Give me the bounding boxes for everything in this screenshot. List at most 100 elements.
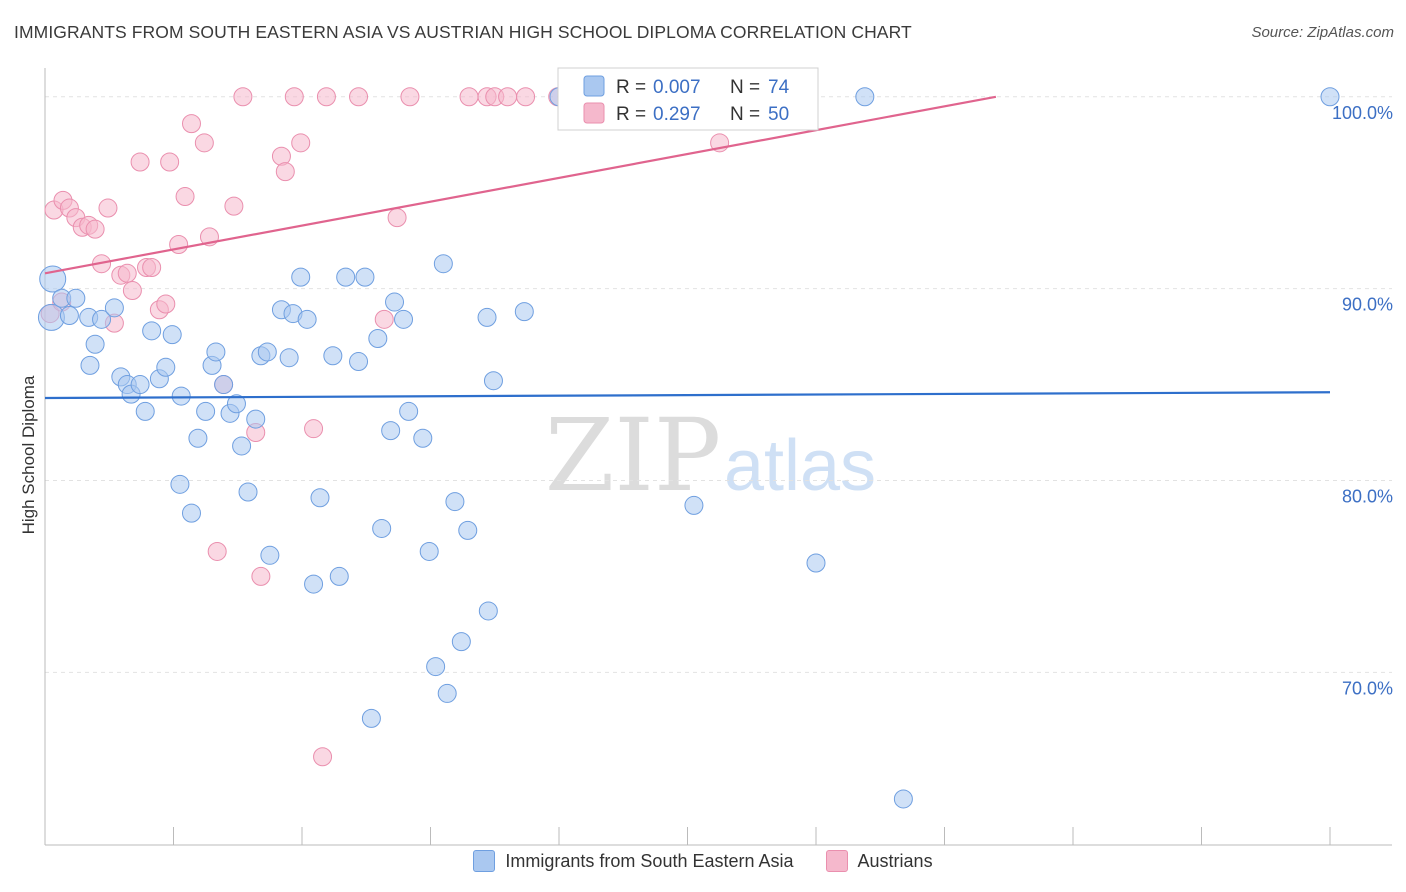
pink-point-39 [349, 87, 369, 107]
pink-point-41 [387, 208, 407, 228]
blue-point-57 [433, 254, 453, 274]
stats-n-value-blue: 74 [768, 77, 790, 98]
pink-point-47 [516, 87, 536, 107]
y-tick-label-0: 100.0% [1332, 103, 1393, 123]
blue-point-4 [66, 288, 86, 308]
pink-point-23 [181, 114, 201, 134]
stats-n-value-pink: 50 [768, 104, 789, 125]
pink-point-43 [459, 87, 479, 107]
blue-point-21 [181, 503, 201, 523]
blue-point-58 [437, 683, 457, 703]
watermark-atlas: atlas [724, 426, 876, 506]
blue-point-55 [419, 541, 439, 561]
pink-point-14 [122, 281, 142, 301]
blue-point-34 [260, 545, 280, 565]
blue-point-61 [458, 520, 478, 540]
blue-point-59 [445, 492, 465, 512]
blue-point-62 [477, 307, 497, 327]
pink-point-24 [194, 133, 214, 153]
legend-swatch-pink [825, 850, 848, 872]
blue-point-60 [451, 632, 471, 652]
pink-point-22 [175, 187, 195, 207]
pink-point-15 [130, 152, 150, 172]
stats-swatch-pink [583, 102, 605, 124]
blue-point-15 [142, 321, 162, 341]
blue-trend-line [44, 391, 1331, 400]
blue-point-44 [336, 267, 356, 287]
blue-point-53 [399, 401, 419, 421]
y-axis-label: High School Diploma [19, 375, 38, 534]
stats-n-label-blue: N = [730, 77, 760, 98]
pink-point-13 [117, 263, 137, 283]
blue-point-18 [162, 325, 182, 345]
blue-point-17 [156, 357, 176, 377]
blue-point-43 [329, 566, 349, 586]
chart-source: Source: ZipAtlas.com [1251, 24, 1394, 41]
blue-point-40 [304, 574, 324, 594]
pink-point-31 [251, 566, 271, 586]
pink-point-46 [498, 87, 518, 107]
legend-label-blue: Immigrants from South Eastern Asia [505, 850, 794, 871]
legend: Immigrants from South Eastern Asia Austr… [0, 850, 1406, 872]
legend-label-pink: Austrians [857, 850, 933, 871]
blue-point-42 [323, 346, 343, 366]
blue-point-70 [806, 553, 826, 573]
pink-point-37 [313, 747, 333, 767]
pink-point-10 [98, 198, 118, 218]
blue-point-28 [226, 394, 246, 414]
pink-point-38 [316, 87, 336, 107]
blue-point-69 [684, 495, 704, 515]
stats-r-value-pink: 0.297 [653, 104, 701, 125]
blue-point-3 [59, 305, 79, 325]
blue-point-30 [238, 482, 258, 502]
blue-point-29 [232, 436, 252, 456]
blue-point-6 [80, 355, 100, 375]
blue-point-45 [349, 352, 369, 372]
blue-point-14 [135, 401, 155, 421]
stats-r-label-blue: R = [616, 77, 646, 98]
blue-point-20 [171, 386, 191, 406]
pink-point-26 [207, 541, 227, 561]
blue-point-19 [170, 474, 190, 494]
blue-point-65 [514, 302, 534, 322]
stats-r-label-pink: R = [616, 104, 646, 125]
stats-n-label-pink: N = [730, 104, 760, 125]
blue-point-63 [478, 601, 498, 621]
y-tick-labels: 100.0% 90.0% 80.0% 70.0% [1332, 103, 1393, 699]
blue-point-25 [206, 342, 226, 362]
blue-point-71 [855, 87, 875, 107]
chart-title: IMMIGRANTS FROM SOUTH EASTERN ASIA VS AU… [14, 22, 912, 42]
blue-point-52 [394, 309, 414, 329]
watermark-zip: ZIP [545, 397, 721, 514]
legend-item-pink[interactable]: Austrians [825, 850, 933, 872]
blue-point-13 [130, 375, 150, 395]
blue-point-56 [426, 657, 446, 677]
stats-r-value-blue: 0.007 [653, 77, 701, 98]
blue-point-50 [381, 421, 401, 441]
legend-swatch-blue [473, 850, 496, 872]
blue-point-49 [372, 518, 392, 538]
blue-point-9 [104, 298, 124, 318]
pink-point-34 [284, 87, 304, 107]
pink-point-28 [224, 196, 244, 216]
pink-trend-line [44, 95, 997, 275]
pink-point-17 [142, 258, 162, 278]
blue-point-22 [188, 428, 208, 448]
pink-point-40 [374, 309, 394, 329]
pink-point-33 [275, 162, 295, 182]
y-tick-label-1: 90.0% [1342, 295, 1393, 315]
blue-point-64 [483, 371, 503, 391]
blue-point-47 [361, 708, 381, 728]
pink-point-21 [169, 235, 189, 255]
blue-point-41 [310, 488, 330, 508]
grid-lines [45, 96, 1392, 673]
blue-point-7 [85, 334, 105, 354]
blue-point-73 [1320, 87, 1340, 107]
blue-point-54 [413, 428, 433, 448]
blue-point-38 [291, 267, 311, 287]
legend-item-blue[interactable]: Immigrants from South Eastern Asia [473, 850, 794, 872]
blue-point-72 [893, 789, 913, 809]
data-points [37, 87, 1340, 809]
pink-point-20 [160, 152, 180, 172]
blue-point-48 [368, 329, 388, 349]
